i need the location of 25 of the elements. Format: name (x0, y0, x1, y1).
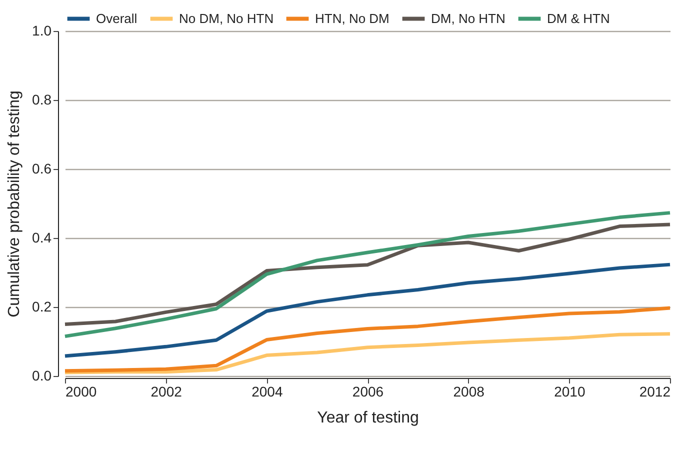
line-series (63, 211, 672, 338)
legend-label: DM, No HTN (431, 10, 506, 26)
y-tick-label: 0.8 (32, 92, 52, 108)
legend-label: No DM, No HTN (179, 10, 274, 26)
line-series (63, 262, 672, 358)
x-tick-label: 2004 (252, 384, 283, 400)
y-tick-label: 0.6 (32, 160, 52, 176)
line-series (63, 332, 672, 374)
legend-label: Overall (96, 10, 138, 26)
line-series (63, 222, 672, 326)
y-tick-label: 0.2 (32, 298, 52, 314)
legend-label: HTN, No DM (315, 10, 390, 26)
y-axis-title: Cumulative probability of testing (6, 90, 24, 318)
x-tick-label: 2012 (639, 384, 671, 400)
legend-label: DM & HTN (547, 10, 610, 26)
line-series (63, 306, 672, 373)
x-tick-label: 2006 (352, 384, 384, 400)
x-axis-title: Year of testing (317, 410, 419, 426)
x-tick-label: 2008 (453, 384, 485, 400)
y-tick-label: 1.0 (32, 22, 52, 38)
y-tick-label: 0.0 (32, 368, 52, 384)
x-tick-label: 2000 (66, 384, 97, 400)
y-tick-label: 0.4 (32, 230, 52, 246)
x-tick-label: 2002 (150, 384, 182, 400)
x-tick-label: 2010 (554, 384, 586, 400)
